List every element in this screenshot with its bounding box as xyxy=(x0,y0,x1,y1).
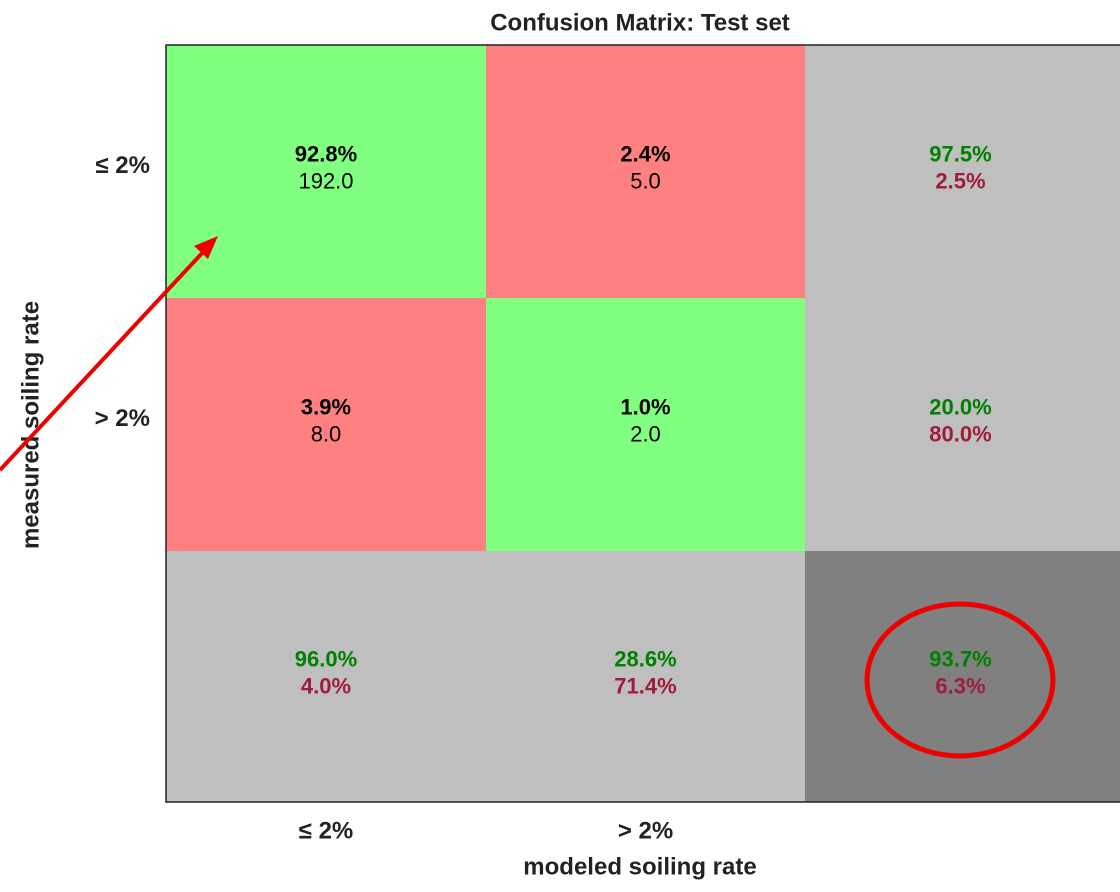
chart-title: Confusion Matrix: Test set xyxy=(490,9,790,36)
cell-value: 96.0% xyxy=(295,646,357,671)
cell-value: 71.4% xyxy=(614,673,676,698)
cell-value: 97.5% xyxy=(929,141,991,166)
matrix-border xyxy=(165,44,1120,803)
cell xyxy=(805,45,1120,298)
cell xyxy=(166,45,486,298)
cell xyxy=(486,298,805,551)
cell xyxy=(486,551,805,802)
cell-value: 192.0 xyxy=(298,168,353,193)
cell xyxy=(166,551,486,802)
arrow-head xyxy=(194,236,218,259)
matrix: 92.8%192.0 2.4%5.0 97.5%2.5% 3.9%8.0 1.0%2.0… xyxy=(166,45,1120,802)
highlight-ellipse xyxy=(864,601,1056,759)
cell xyxy=(166,298,486,551)
cell-value: 6.3% xyxy=(935,673,985,698)
y-tick-label: ≤ 2% xyxy=(95,152,150,179)
cell-value: 1.0% xyxy=(620,394,670,419)
annotations xyxy=(0,236,1056,759)
cell-value: 2.4% xyxy=(620,141,670,166)
cell-value: 4.0% xyxy=(301,673,351,698)
x-tick-label: ≤ 2% xyxy=(299,817,354,844)
cell-value: 93.7% xyxy=(929,646,991,671)
cell-value: 80.0% xyxy=(929,421,991,446)
cell-value: 2.5% xyxy=(935,168,985,193)
cell-value: 2.0 xyxy=(630,421,661,446)
cell-value: 28.6% xyxy=(614,646,676,671)
cell-value: 92.8% xyxy=(295,141,357,166)
cell xyxy=(805,298,1120,551)
cell-value: 5.0 xyxy=(630,168,661,193)
cell xyxy=(805,551,1120,802)
cell-value: 8.0 xyxy=(311,421,342,446)
cell-value: 20.0% xyxy=(929,394,991,419)
x-axis-label: modeled soiling rate xyxy=(523,853,756,880)
y-tick-label: > 2% xyxy=(95,405,150,432)
arrow-shaft xyxy=(0,248,207,472)
cell-value: 3.9% xyxy=(301,394,351,419)
cell xyxy=(486,45,805,298)
x-tick-label: > 2% xyxy=(618,817,673,844)
